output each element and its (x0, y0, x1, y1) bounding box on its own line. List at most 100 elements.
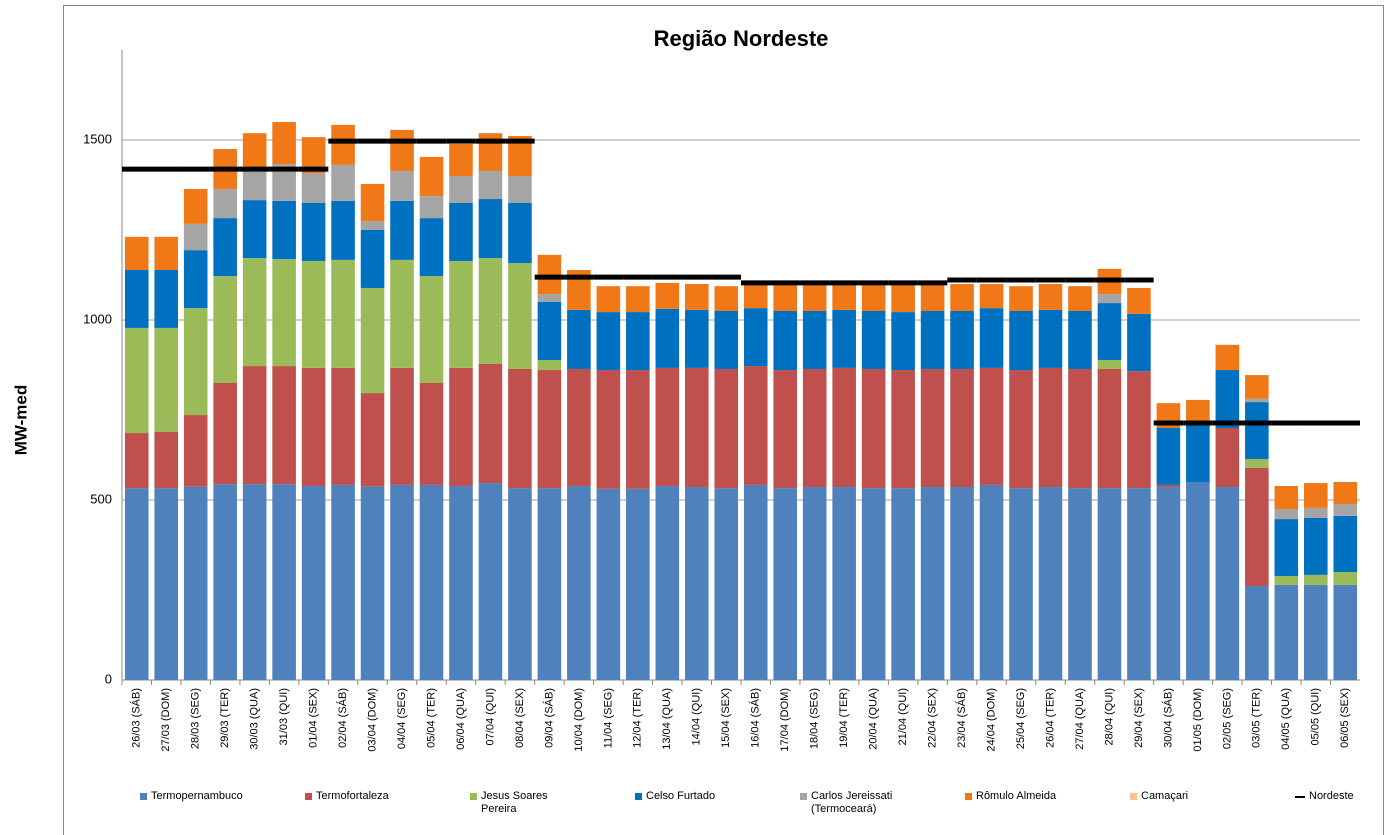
bar-segment (154, 236, 179, 270)
bar-segment (360, 393, 385, 487)
bar-segment (242, 133, 267, 169)
y-tick-label: 1000 (83, 311, 112, 326)
bar-segment (154, 269, 179, 328)
bar-segment (301, 173, 326, 203)
bar-segment (979, 484, 1004, 680)
legend-item: Rômulo Almeida (965, 790, 1130, 816)
legend-label: Termofortaleza (316, 790, 389, 802)
bar-segment (920, 368, 945, 488)
x-tick-label: 26/03 (SÁB) (130, 688, 143, 748)
x-tick-label: 02/05 (SEG) (1221, 688, 1233, 749)
bar-segment (124, 433, 149, 489)
y-tick-label: 500 (90, 491, 112, 506)
bar-segment (773, 285, 798, 311)
x-tick-label: 24/04 (DOM) (985, 688, 997, 752)
x-tick-label: 04/04 (SEG) (396, 688, 408, 749)
bar-segment (1068, 488, 1092, 680)
bar-segment (950, 368, 974, 488)
bar-segment (124, 488, 149, 680)
legend-label: Nordeste (1309, 790, 1354, 802)
bar-segment (183, 486, 208, 680)
bar-segment (1186, 399, 1210, 423)
bar-segment (1245, 398, 1269, 403)
bar-segment (1215, 487, 1240, 680)
x-tick-label: 27/03 (DOM) (160, 688, 172, 752)
bar-segment (950, 284, 974, 311)
bar-segment (213, 218, 237, 277)
bar-segment (684, 367, 709, 488)
bar-segment (1038, 309, 1063, 368)
bar-segment (1215, 428, 1240, 488)
x-tick-label: 31/03 (QUI) (278, 688, 290, 745)
x-tick-label: 10/04 (DOM) (573, 688, 585, 752)
bar-segment (360, 287, 385, 394)
legend-swatch (800, 793, 807, 800)
x-tick-label: 17/04 (DOM) (779, 688, 791, 752)
bar-segment (802, 368, 827, 488)
bar-segment (272, 259, 296, 367)
bar-segment (272, 122, 296, 165)
bar-segment (1097, 294, 1122, 304)
bar-segment (1009, 370, 1033, 489)
bar-segment (1127, 287, 1151, 314)
bar-segment (1303, 483, 1328, 508)
bar-segment (802, 285, 827, 311)
x-tick-label: 04/05 (QUA) (1280, 688, 1292, 750)
bar-segment (596, 312, 621, 371)
bar-segment (655, 367, 680, 486)
bar-segment (213, 276, 237, 383)
legend-label: Jesus Soares Pereira (481, 790, 548, 815)
x-tick-label: 05/05 (QUI) (1310, 688, 1322, 745)
bar-segment (242, 200, 267, 259)
legend-item: Nordeste (1295, 790, 1386, 816)
x-tick-label: 09/04 (SÁB) (542, 688, 555, 748)
x-tick-label: 01/04 (SEX) (308, 688, 320, 748)
bar-segment (832, 367, 856, 488)
bar-segment (1245, 375, 1269, 399)
x-tick-label: 23/04 (SÁB) (955, 688, 968, 748)
bar-segment (183, 250, 208, 309)
bar-segment (360, 486, 385, 680)
bar-segment (213, 188, 237, 219)
bar-segment (1274, 575, 1299, 585)
bar-segment (124, 236, 149, 270)
bar-segment (979, 284, 1004, 309)
bar-segment (1156, 484, 1181, 488)
x-tick-label: 11/04 (SEG) (602, 688, 614, 748)
bar-segment (1245, 458, 1269, 468)
legend-item: Camaçari (1130, 790, 1295, 816)
bar-segment (419, 383, 444, 485)
bar-segment (390, 170, 414, 201)
bar-segment (154, 327, 179, 432)
bar-segment (449, 260, 473, 368)
bar-segment (508, 488, 532, 680)
bar-segment (537, 359, 562, 371)
bar-segment (1274, 485, 1299, 509)
legend-item: Termopernambuco (140, 790, 305, 816)
bar-segment (684, 309, 709, 368)
bar-segment (449, 203, 473, 261)
bar-segment (1068, 368, 1092, 489)
legend: Termopernambuco Termofortaleza Jesus Soare… (140, 790, 1386, 816)
bar-segment (508, 263, 532, 369)
bar-segment (861, 488, 886, 680)
x-tick-label: 28/04 (QUI) (1103, 688, 1115, 745)
y-axis-label: MW-med (11, 385, 30, 455)
bar-segment (979, 308, 1004, 368)
x-tick-label: 14/04 (QUI) (691, 688, 703, 745)
bar-segment (183, 223, 208, 251)
y-tick-label: 1500 (83, 131, 112, 146)
bar-segment (508, 176, 532, 203)
x-tick-label: 29/03 (TER) (219, 688, 231, 748)
bar-segment (596, 286, 621, 313)
x-tick-label: 03/05 (TER) (1251, 688, 1263, 748)
x-tick-label: 01/05 (DOM) (1192, 688, 1204, 752)
bar-segment (832, 487, 856, 680)
legend-item: Carlos Jereissati (Termoceará) (800, 790, 965, 816)
bar-segment (950, 487, 974, 680)
bar-segment (508, 203, 532, 264)
bar-segment (537, 254, 562, 295)
legend-swatch (965, 793, 972, 800)
